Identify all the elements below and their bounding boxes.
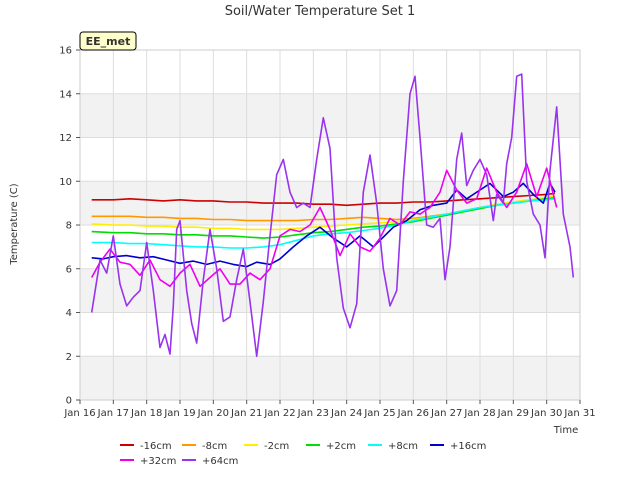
x-tick-label: Jan 22 bbox=[263, 408, 295, 419]
series-line bbox=[90, 73, 575, 358]
series-line bbox=[91, 192, 556, 207]
plot-band bbox=[80, 356, 580, 400]
x-tick-label: Jan 25 bbox=[363, 408, 395, 419]
x-tick-label: Jan 29 bbox=[497, 408, 529, 419]
y-tick-label: 4 bbox=[66, 308, 72, 319]
plot-area bbox=[79, 49, 581, 401]
legend-label: -2cm bbox=[264, 441, 289, 452]
x-tick-label: Jan 16 bbox=[63, 408, 95, 419]
series-line bbox=[90, 162, 558, 288]
x-tick-label: Jan 23 bbox=[297, 408, 329, 419]
y-tick-label: 8 bbox=[66, 221, 72, 232]
y-tick-label: 10 bbox=[59, 177, 72, 188]
x-tick-label: Jan 18 bbox=[130, 408, 162, 419]
x-axis-label: Time bbox=[553, 425, 578, 436]
plot-band bbox=[80, 93, 580, 138]
y-tick-label: 6 bbox=[66, 264, 72, 275]
plot-band bbox=[80, 268, 580, 313]
x-tick-label: Jan 27 bbox=[430, 408, 462, 419]
plot-bands bbox=[80, 93, 580, 400]
y-tick-label: 14 bbox=[59, 89, 72, 100]
legend-label: -16cm bbox=[140, 441, 172, 452]
series-lines bbox=[90, 73, 575, 358]
x-tick-label: Jan 28 bbox=[463, 408, 495, 419]
x-axis-ticks: Jan 16 Jan 17 Jan 18 Jan 19 Jan 20 Jan 21 Jan … bbox=[63, 400, 596, 419]
x-tick-label: Jan 20 bbox=[197, 408, 229, 419]
station-badge-label: EE_met bbox=[86, 35, 131, 48]
x-tick-label: Jan 26 bbox=[397, 408, 429, 419]
y-axis-ticks: 0 2 4 6 8 10 12 14 16 bbox=[59, 46, 80, 407]
x-tick-label: Jan 24 bbox=[330, 408, 362, 419]
x-tick-label: Jan 21 bbox=[230, 408, 262, 419]
legend-label: +32cm bbox=[140, 456, 176, 467]
y-tick-label: 12 bbox=[59, 133, 72, 144]
legend-label: -8cm bbox=[202, 441, 227, 452]
station-badge: EE_met bbox=[79, 31, 137, 51]
x-tick-label: Jan 31 bbox=[563, 408, 595, 419]
station-badge-box bbox=[79, 31, 137, 51]
x-tick-label: Jan 19 bbox=[163, 408, 195, 419]
legend: -16cm -8cm -2cm +2cm +8cm +16cm +32cm +64cm bbox=[120, 441, 486, 467]
legend-label: +16cm bbox=[450, 441, 486, 452]
series-line bbox=[91, 198, 556, 249]
legend-label: +64cm bbox=[202, 456, 238, 467]
legend-label: +2cm bbox=[326, 441, 356, 452]
y-tick-label: 0 bbox=[66, 396, 72, 407]
chart-title: Soil/Water Temperature Set 1 bbox=[225, 4, 416, 19]
legend-label: +8cm bbox=[388, 441, 418, 452]
x-tick-label: Jan 17 bbox=[97, 408, 129, 419]
y-axis-label: Temperature (C) bbox=[9, 183, 20, 265]
y-tick-label: 2 bbox=[66, 352, 72, 363]
y-tick-label: 16 bbox=[59, 46, 72, 57]
x-tick-label: Jan 30 bbox=[530, 408, 562, 419]
